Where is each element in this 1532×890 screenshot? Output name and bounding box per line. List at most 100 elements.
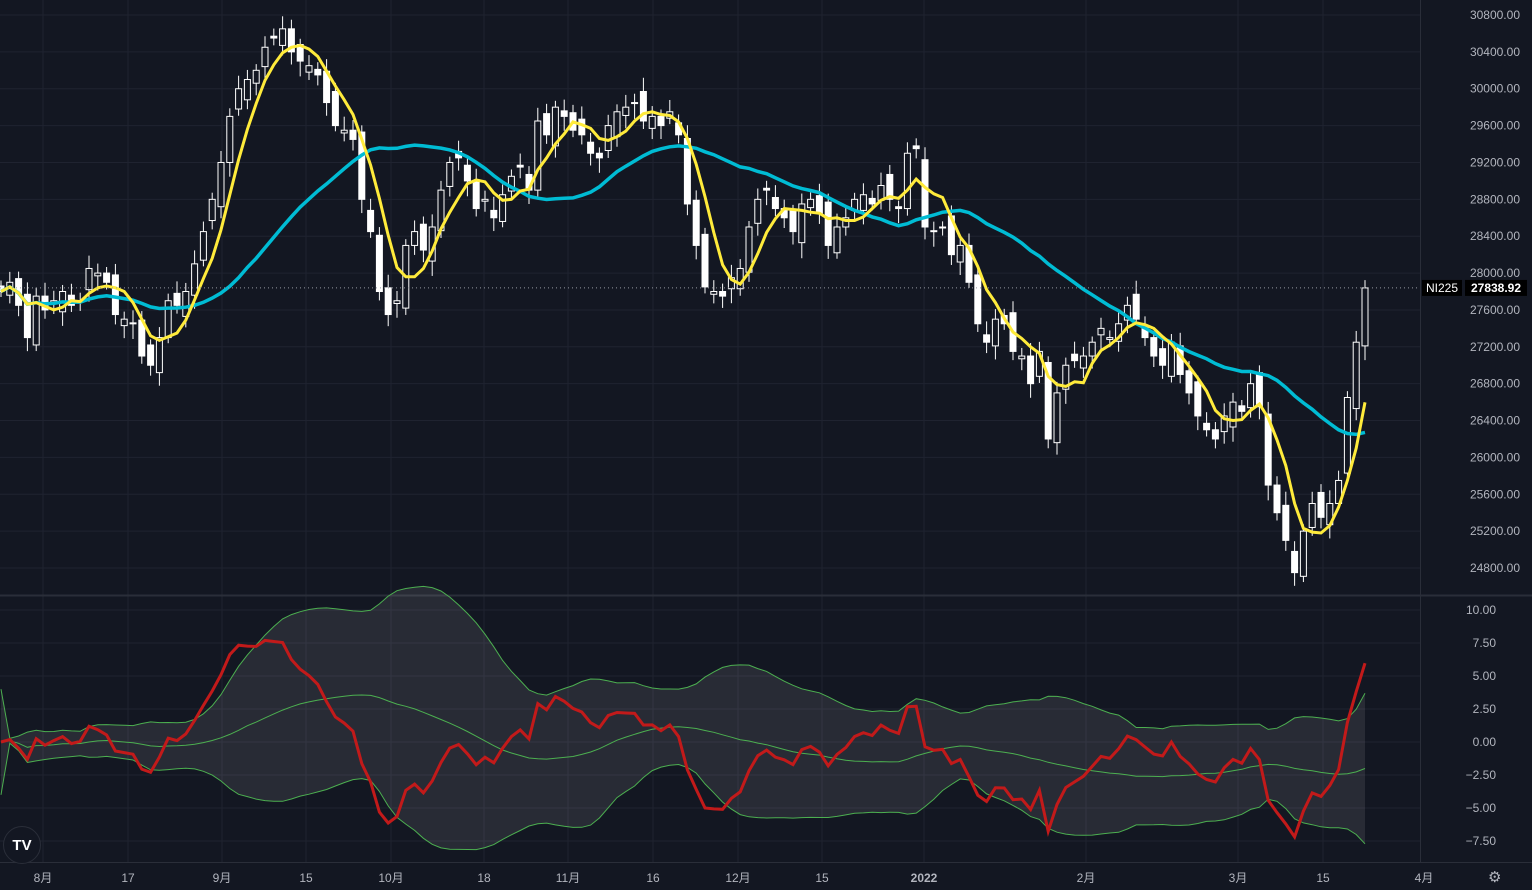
- candle-body: [1053, 392, 1061, 444]
- candle-body: [895, 206, 903, 210]
- price-tick-label: 29600.00: [1470, 119, 1520, 133]
- candle-body: [763, 187, 771, 191]
- candle-body: [1361, 287, 1369, 347]
- candle-body: [472, 180, 480, 210]
- candle-body: [191, 263, 199, 296]
- last-price-tag: [1465, 279, 1527, 296]
- last-price-label: 27838.92: [1471, 281, 1521, 295]
- price-tick-label: 28400.00: [1470, 229, 1520, 243]
- candle-body: [1229, 401, 1237, 428]
- candle-body: [974, 274, 982, 325]
- osc-tick-label: −7.50: [1466, 834, 1497, 848]
- candle-body: [279, 28, 287, 46]
- candle-body: [868, 197, 876, 205]
- price-tick-label: 25200.00: [1470, 524, 1520, 538]
- time-tick-label: 12月: [725, 871, 750, 885]
- price-tick-label: 27600.00: [1470, 303, 1520, 317]
- candle-body: [824, 201, 832, 246]
- candle-body: [939, 226, 947, 229]
- candle-body: [375, 234, 383, 293]
- candle-body: [956, 244, 964, 263]
- candle-body: [622, 106, 630, 116]
- candle-body: [270, 35, 278, 39]
- candle-body: [965, 244, 973, 283]
- candle-body: [833, 226, 841, 254]
- price-tick-label: 30000.00: [1470, 82, 1520, 96]
- candle-body: [983, 334, 991, 343]
- upper-band-line: [0, 585, 1366, 740]
- candle-body: [543, 113, 551, 136]
- price-tick-label: 26800.00: [1470, 377, 1520, 391]
- candle-body: [1194, 381, 1202, 417]
- tradingview-logo[interactable]: TV: [3, 826, 41, 864]
- candle-body: [1308, 503, 1316, 528]
- candle-body: [94, 272, 102, 277]
- candle-body: [243, 79, 251, 101]
- candle-body: [921, 159, 929, 228]
- candle-body: [85, 267, 93, 291]
- osc-tick-label: 2.50: [1473, 702, 1497, 716]
- candle-body: [710, 291, 718, 295]
- candle-body: [692, 199, 700, 246]
- candle-body: [147, 344, 155, 366]
- candle-body: [1299, 530, 1307, 577]
- candle-body: [657, 115, 665, 127]
- candle-body: [463, 164, 471, 182]
- candle-body: [639, 91, 647, 122]
- band-fill: [1, 586, 1365, 850]
- candle-body: [349, 129, 357, 140]
- candle-body: [1132, 293, 1140, 320]
- time-tick-label: 16: [646, 871, 660, 885]
- candle-body: [1255, 372, 1263, 408]
- candle-body: [155, 337, 163, 374]
- candle-body: [287, 28, 295, 53]
- candle-body: [1211, 429, 1219, 440]
- candle-body: [701, 233, 709, 288]
- candle-body: [314, 68, 322, 76]
- settings-gear-icon[interactable]: ⚙: [1488, 869, 1502, 886]
- candle-body: [815, 195, 823, 214]
- candle-body: [129, 322, 137, 325]
- candle-body: [1238, 405, 1246, 412]
- osc-tick-label: 7.50: [1473, 636, 1497, 650]
- candle-body: [789, 209, 797, 233]
- candle-body: [173, 292, 181, 306]
- candle-body: [560, 110, 568, 117]
- price-tick-label: 25600.00: [1470, 487, 1520, 501]
- osc-tick-label: 0.00: [1473, 735, 1497, 749]
- candle-body: [1282, 504, 1290, 541]
- symbol-label: NI225: [1426, 281, 1458, 295]
- price-tick-label: 28800.00: [1470, 192, 1520, 206]
- candle-body: [23, 293, 31, 339]
- candle-body: [534, 120, 542, 191]
- candle-body: [103, 272, 111, 283]
- price-tick-label: 29200.00: [1470, 155, 1520, 169]
- candle-body: [490, 209, 498, 219]
- lower-band-line: [0, 742, 1366, 851]
- time-tick-label: 15: [1316, 871, 1330, 885]
- candle-body: [481, 198, 489, 202]
- price-tick-label: 30400.00: [1470, 45, 1520, 59]
- candle-body: [1185, 370, 1193, 394]
- time-tick-label: 18: [477, 871, 491, 885]
- candle-body: [719, 291, 727, 297]
- candle-body: [164, 300, 172, 339]
- candle-body: [199, 231, 207, 261]
- ma-short-line: [0, 43, 1367, 535]
- candle-body: [859, 194, 867, 211]
- candle-body: [1079, 355, 1087, 369]
- candle-body: [1018, 355, 1026, 360]
- candle-body: [32, 295, 40, 346]
- candle-body: [1097, 327, 1105, 336]
- candle-body: [252, 69, 260, 84]
- candle-body: [1044, 361, 1052, 440]
- candle-body: [648, 115, 656, 129]
- time-tick-label: 9月: [213, 871, 232, 885]
- candle-body: [1071, 353, 1079, 362]
- candle-body: [340, 129, 348, 134]
- price-tick-label: 30800.00: [1470, 8, 1520, 22]
- candle-body: [1027, 355, 1035, 385]
- candle-body: [1203, 422, 1211, 431]
- time-tick-label: 4月: [1415, 871, 1434, 885]
